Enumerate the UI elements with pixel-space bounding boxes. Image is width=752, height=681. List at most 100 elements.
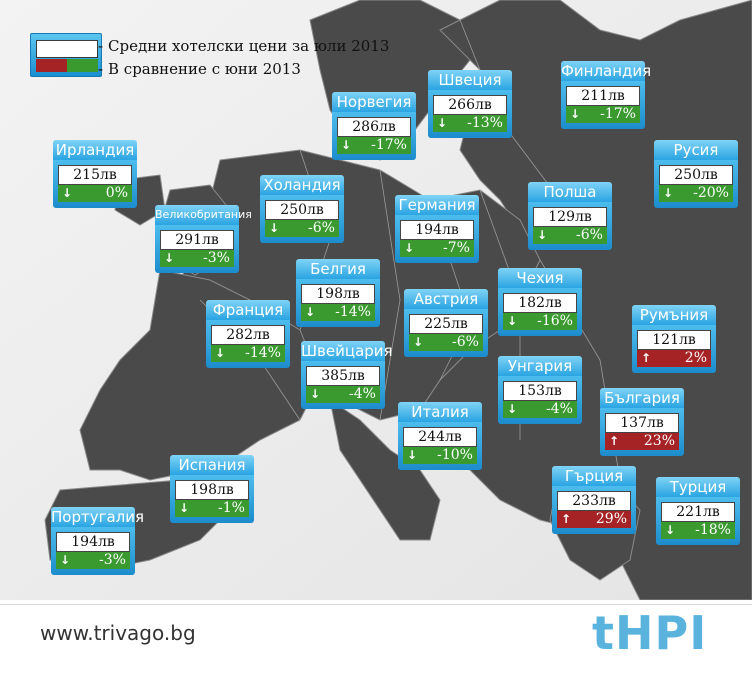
- arrow-down-icon: ↓: [665, 523, 676, 537]
- change-indicator: ↑ 2%: [637, 350, 711, 367]
- price-value: 250лв: [265, 200, 339, 220]
- arrow-down-icon: ↓: [310, 387, 321, 401]
- price-value: 194лв: [56, 532, 130, 552]
- country-name: Швеция: [428, 70, 512, 90]
- change-indicator: ↓ -14%: [301, 304, 375, 321]
- arrow-down-icon: ↓: [215, 346, 226, 360]
- change-indicator: ↓ -1%: [175, 500, 249, 517]
- thpi-logo: tHPI: [592, 606, 708, 660]
- change-percent: -16%: [537, 313, 573, 329]
- change-percent: -1%: [218, 500, 245, 516]
- country-card: Ирландия 215лв ↓ 0%: [53, 140, 137, 208]
- country-card-body: 182лв ↓ -16%: [498, 288, 582, 336]
- arrow-down-icon: ↓: [407, 448, 418, 462]
- legend-up-swatch: [36, 59, 67, 72]
- arrow-down-icon: ↓: [341, 138, 352, 152]
- country-card-body: 233лв ↑ 29%: [552, 486, 636, 534]
- country-name: Франция: [206, 300, 290, 320]
- change-indicator: ↓ -6%: [409, 334, 483, 351]
- country-card: Русия 250лв ↓ -20%: [654, 140, 738, 208]
- change-percent: -20%: [693, 185, 729, 201]
- change-percent: -18%: [695, 522, 731, 538]
- change-percent: -6%: [452, 334, 479, 350]
- change-percent: -3%: [203, 250, 230, 266]
- country-card: Гърция 233лв ↑ 29%: [552, 466, 636, 534]
- change-percent: 0%: [105, 185, 128, 201]
- change-indicator: ↓ -16%: [503, 313, 577, 330]
- country-card-body: 153лв ↓ -4%: [498, 376, 582, 424]
- country-name: Унгария: [498, 356, 582, 376]
- arrow-up-icon: ↑: [641, 351, 652, 365]
- arrow-down-icon: ↓: [663, 186, 674, 200]
- country-card-body: 221лв ↓ -18%: [656, 497, 740, 545]
- arrow-up-icon: ↑: [609, 434, 620, 448]
- country-card-body: 282лв ↓ -14%: [206, 320, 290, 368]
- country-card-body: 198лв ↓ -1%: [170, 475, 254, 523]
- country-card: Унгария 153лв ↓ -4%: [498, 356, 582, 424]
- country-card-body: 194лв ↓ -7%: [395, 215, 479, 263]
- change-percent: 29%: [595, 511, 627, 527]
- price-value: 198лв: [301, 284, 375, 304]
- price-value: 225лв: [409, 314, 483, 334]
- country-name: Белгия: [296, 259, 380, 279]
- change-indicator: ↑ 29%: [557, 511, 631, 528]
- change-percent: -17%: [600, 106, 636, 122]
- country-name: Португалия: [51, 507, 145, 527]
- price-value: 221лв: [661, 502, 735, 522]
- country-name: Полша: [528, 182, 612, 202]
- change-indicator: ↓ -4%: [503, 401, 577, 418]
- country-card-body: 194лв ↓ -3%: [51, 527, 135, 575]
- country-name: Норвегия: [332, 92, 416, 112]
- country-card-body: 291лв ↓ -3%: [155, 225, 239, 273]
- country-card: Чехия 182лв ↓ -16%: [498, 268, 582, 336]
- country-card-body: 129лв ↓ -6%: [528, 202, 612, 250]
- change-percent: -13%: [467, 115, 503, 131]
- change-indicator: ↓ -3%: [56, 552, 130, 569]
- price-value: 153лв: [503, 381, 577, 401]
- site-url: www.trivago.bg: [40, 621, 196, 645]
- change-percent: -14%: [245, 345, 281, 361]
- country-card-body: 198лв ↓ -14%: [296, 279, 380, 327]
- change-percent: -17%: [371, 137, 407, 153]
- country-name: Ирландия: [53, 140, 137, 160]
- change-percent: -3%: [99, 552, 126, 568]
- country-card-body: 266лв ↓ -13%: [428, 90, 512, 138]
- country-card-body: 286лв ↓ -17%: [332, 112, 416, 160]
- change-indicator: ↓ -17%: [337, 137, 411, 154]
- country-card: Финландия 211лв ↓ -17%: [561, 61, 652, 129]
- change-indicator: ↓ -10%: [403, 447, 477, 464]
- change-indicator: ↓ -18%: [661, 522, 735, 539]
- arrow-down-icon: ↓: [437, 116, 448, 130]
- country-card-body: 121лв ↑ 2%: [632, 325, 716, 373]
- price-value: 244лв: [403, 427, 477, 447]
- country-card: Португалия 194лв ↓ -3%: [51, 507, 145, 575]
- change-percent: 2%: [684, 350, 707, 366]
- price-value: 182лв: [503, 293, 577, 313]
- change-indicator: ↓ -6%: [265, 220, 339, 237]
- arrow-down-icon: ↓: [507, 314, 518, 328]
- change-indicator: ↓ 0%: [58, 185, 132, 202]
- country-card-body: 385лв ↓ -4%: [301, 361, 385, 409]
- country-card: Белгия 198лв ↓ -14%: [296, 259, 380, 327]
- country-card: Швеция 266лв ↓ -13%: [428, 70, 512, 138]
- country-name: Испания: [170, 455, 254, 475]
- price-value: 385лв: [306, 366, 380, 386]
- change-percent: -14%: [335, 304, 371, 320]
- country-name: Швейцария: [301, 341, 393, 361]
- country-card: България 137лв ↑ 23%: [600, 388, 684, 456]
- price-value: 233лв: [557, 491, 631, 511]
- change-indicator: ↑ 23%: [605, 433, 679, 450]
- country-card-body: 211лв ↓ -17%: [561, 81, 645, 129]
- change-percent: -10%: [437, 447, 473, 463]
- country-name: Германия: [395, 195, 479, 215]
- change-indicator: ↓ -20%: [659, 185, 733, 202]
- country-name: Холандия: [260, 175, 344, 195]
- price-value: 121лв: [637, 330, 711, 350]
- arrow-down-icon: ↓: [305, 305, 316, 319]
- arrow-down-icon: ↓: [507, 402, 518, 416]
- country-name: Финландия: [561, 61, 652, 81]
- arrow-down-icon: ↓: [60, 553, 71, 567]
- arrow-down-icon: ↓: [537, 228, 548, 242]
- footer-divider: [0, 604, 752, 605]
- change-indicator: ↓ -6%: [533, 227, 607, 244]
